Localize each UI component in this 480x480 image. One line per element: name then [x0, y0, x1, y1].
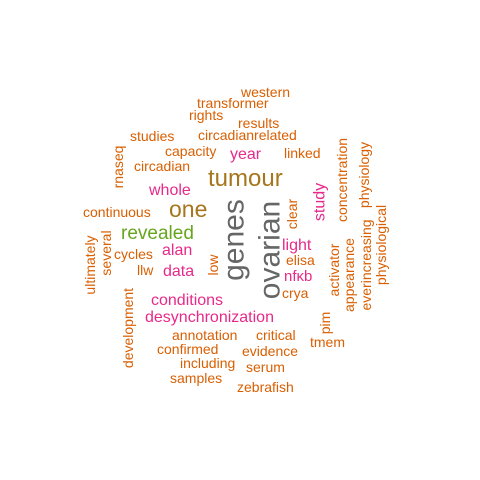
- word-concentration: concentration: [334, 138, 350, 222]
- word-development: development: [120, 288, 136, 368]
- word-everincreasing: everincreasing: [358, 219, 374, 310]
- word-ovarian: ovarian: [254, 201, 287, 299]
- word-appearance: appearance: [341, 238, 357, 312]
- word-tumour: tumour: [208, 165, 283, 192]
- word-genes: genes: [218, 199, 251, 281]
- word-physiology: physiology: [356, 142, 372, 208]
- word-including: including: [180, 355, 235, 371]
- word-zebrafish: zebrafish: [237, 379, 294, 395]
- word-circadian: circadian: [134, 158, 190, 174]
- word-data: data: [163, 263, 194, 280]
- word-capacity: capacity: [165, 143, 216, 159]
- word-several: several: [98, 230, 114, 275]
- word-critical: critical: [256, 327, 296, 343]
- word-continuous: continuous: [83, 204, 151, 220]
- word-pim: pim: [317, 312, 333, 335]
- word-low: low: [205, 254, 221, 276]
- word-serum: serum: [246, 359, 285, 375]
- word-study: study: [312, 183, 329, 221]
- word-results: results: [238, 115, 279, 131]
- word-crya: crya: [282, 285, 309, 301]
- word-rnaseq: rnaseq: [110, 146, 126, 189]
- word-linked: linked: [284, 145, 321, 161]
- word-western: western: [240, 84, 290, 100]
- word-cycles: cycles: [114, 246, 153, 262]
- word-samples: samples: [170, 370, 222, 386]
- word-activator: activator: [326, 243, 342, 296]
- word-year: year: [230, 146, 262, 163]
- word-revealed: revealed: [121, 223, 194, 244]
- word-studies: studies: [130, 128, 174, 144]
- word-nf-b: nfκb: [284, 268, 312, 285]
- word-rights: rights: [189, 107, 223, 123]
- word-tmem: tmem: [310, 334, 345, 350]
- word-circadianrelated: circadianrelated: [198, 127, 297, 143]
- word-physiological: physiological: [373, 205, 389, 285]
- word-ultimately: ultimately: [82, 235, 98, 294]
- word-one: one: [169, 196, 207, 222]
- word-light: light: [282, 237, 312, 254]
- word-elisa: elisa: [286, 252, 315, 268]
- word-alan: alan: [162, 242, 192, 259]
- word-clear: clear: [284, 198, 300, 229]
- word-annotation: annotation: [172, 327, 237, 343]
- word-evidence: evidence: [242, 343, 298, 359]
- word-transformer: transformer: [197, 95, 269, 111]
- word-conditions: conditions: [151, 292, 223, 309]
- word-llw: llw: [137, 262, 154, 278]
- word-whole: whole: [148, 182, 191, 199]
- word-desynchronization: desynchronization: [145, 309, 274, 326]
- word-confirmed: confirmed: [157, 341, 218, 357]
